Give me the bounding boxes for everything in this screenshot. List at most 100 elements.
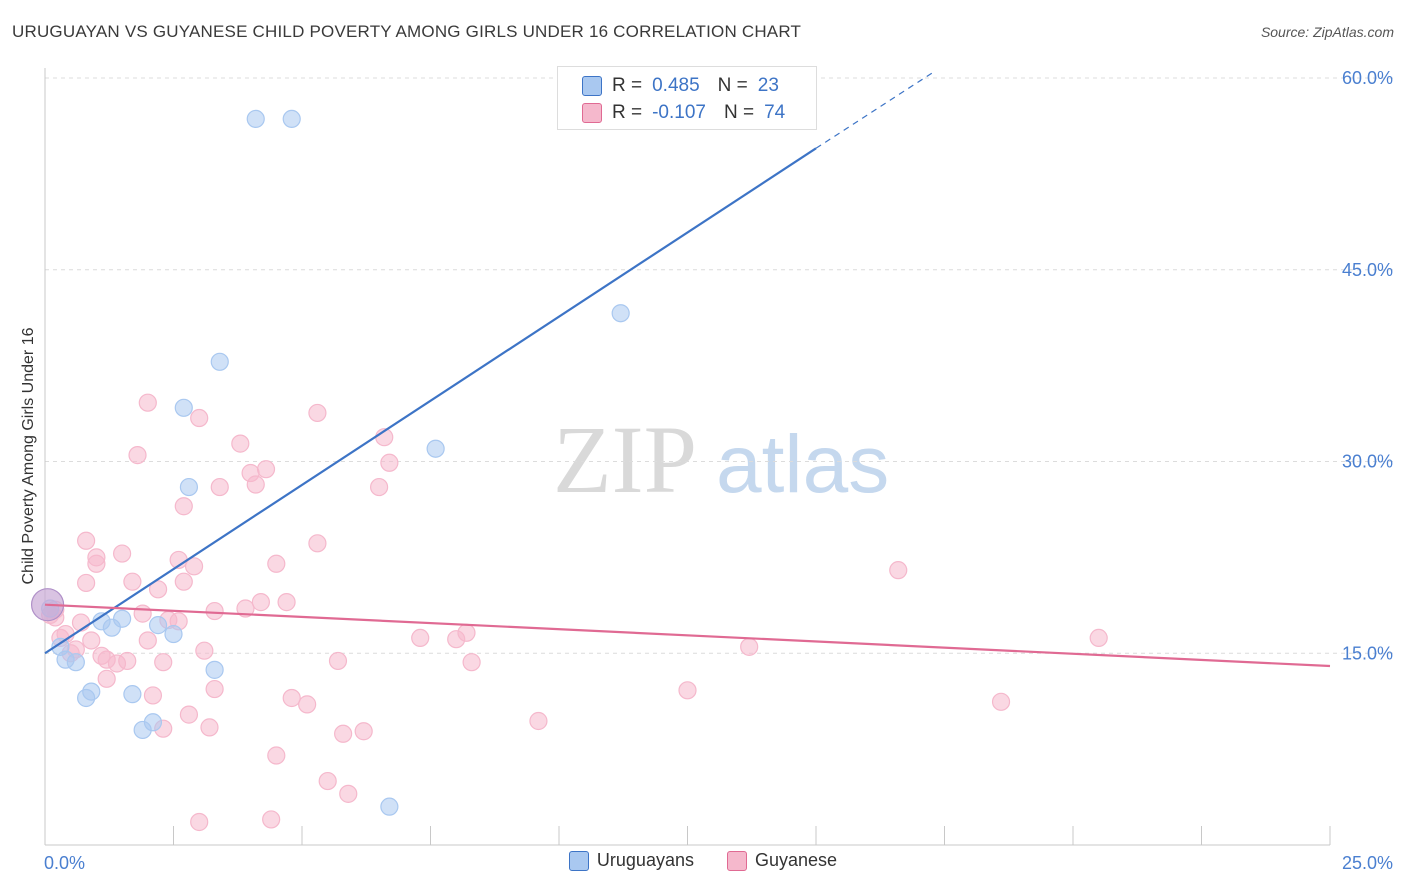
data-point-guyanese xyxy=(251,593,270,612)
n-label: N = xyxy=(723,102,755,123)
data-point-uruguayans xyxy=(205,660,224,679)
data-point-guyanese xyxy=(334,724,353,743)
data-point-uruguayans xyxy=(82,682,101,701)
data-point-uruguayans xyxy=(282,109,301,129)
legend-swatch-guyanese xyxy=(727,850,747,871)
data-point-guyanese xyxy=(195,641,214,660)
data-point-guyanese xyxy=(282,688,301,708)
x-tick-label: 0.0% xyxy=(44,853,85,873)
data-point-guyanese xyxy=(339,784,358,803)
data-point-guyanese xyxy=(154,653,173,672)
data-point-guyanese xyxy=(77,573,96,593)
data-point-guyanese xyxy=(1089,628,1108,648)
data-point-uruguayans xyxy=(380,797,399,816)
data-point-uruguayans xyxy=(143,713,163,732)
data-point-uruguayans xyxy=(123,685,142,704)
y-axis-label: Child Poverty Among Girls Under 16 xyxy=(20,327,37,584)
r-value: 0.485 xyxy=(652,75,700,96)
data-point-guyanese xyxy=(457,623,476,642)
data-point-guyanese xyxy=(97,669,116,688)
data-point-guyanese xyxy=(133,604,152,623)
y-tick-label: 60.0% xyxy=(1342,68,1393,88)
data-points xyxy=(30,109,1108,832)
legend-item-uruguayans[interactable]: Uruguayans xyxy=(568,850,694,871)
source-label: Source: ZipAtlas.com xyxy=(1260,24,1394,40)
n-value: 23 xyxy=(757,75,779,96)
r-label: R = xyxy=(612,75,643,96)
data-point-uruguayans xyxy=(66,653,85,672)
data-point-uruguayans xyxy=(174,398,193,417)
data-point-guyanese xyxy=(354,722,373,741)
data-point-uruguayans xyxy=(148,616,168,635)
watermark: ZIP atlas xyxy=(553,406,889,513)
data-point-uruguayans xyxy=(426,439,445,458)
data-point-guyanese xyxy=(77,531,96,550)
y-tick-label: 45.0% xyxy=(1342,260,1393,280)
data-point-guyanese xyxy=(174,572,193,591)
data-point-guyanese xyxy=(462,653,481,672)
series-legend: Uruguayans Guyanese xyxy=(0,850,1406,876)
data-point-guyanese xyxy=(210,477,229,497)
stats-legend: R = 0.485 N = 23 R = -0.107 N = 74 xyxy=(557,66,817,130)
data-point-uruguayans xyxy=(611,304,630,323)
data-point-uruguayans xyxy=(246,109,265,129)
data-point-guyanese xyxy=(370,477,389,497)
data-point-guyanese xyxy=(92,646,111,665)
r-value: -0.107 xyxy=(652,102,706,123)
legend-swatch-uruguayans xyxy=(568,850,589,871)
data-point-guyanese xyxy=(678,681,697,700)
data-point-guyanese xyxy=(262,810,281,829)
data-point-guyanese xyxy=(87,548,106,567)
watermark-zip: ZIP xyxy=(553,406,697,513)
data-point-guyanese xyxy=(190,408,209,428)
data-point-guyanese xyxy=(328,651,348,671)
chart-title: URUGUAYAN VS GUYANESE CHILD POVERTY AMON… xyxy=(12,22,802,41)
data-point-guyanese xyxy=(889,561,908,580)
y-tick-label: 15.0% xyxy=(1342,643,1393,663)
data-point-guyanese xyxy=(246,475,265,494)
n-label: N = xyxy=(717,75,748,96)
data-point-guyanese xyxy=(236,599,255,618)
grid-lines xyxy=(45,77,1395,654)
data-point-uruguayans xyxy=(210,352,229,371)
data-point-guyanese xyxy=(123,572,142,591)
data-point-guyanese xyxy=(529,711,548,731)
n-value: 74 xyxy=(764,102,786,123)
data-point-guyanese xyxy=(143,686,163,705)
x-tick-label: 25.0% xyxy=(1342,853,1393,873)
stats-swatch-uruguayans xyxy=(582,76,602,96)
r-label: R = xyxy=(612,102,643,123)
data-point-guyanese xyxy=(82,631,101,650)
data-point-uruguayans xyxy=(112,609,132,628)
data-point-guyanese xyxy=(205,679,224,699)
watermark-atlas: atlas xyxy=(716,419,889,510)
trend-lines xyxy=(44,71,1331,668)
data-point-guyanese xyxy=(318,771,337,791)
stats-row-uruguayans: R = 0.485 N = 23 xyxy=(582,73,779,99)
legend-label-uruguayans: Uruguayans xyxy=(596,850,694,870)
data-point-guyanese xyxy=(112,544,132,563)
data-point-guyanese xyxy=(256,460,276,479)
y-tick-labels: 15.0% 30.0% 45.0% 60.0% xyxy=(1342,68,1393,663)
x-tick-labels: 0.0% 25.0% xyxy=(44,853,1393,873)
data-point-guyanese xyxy=(200,718,219,737)
trend-line-uruguayans xyxy=(44,147,817,655)
data-point-guyanese xyxy=(118,651,137,671)
data-point-uruguayans xyxy=(179,477,199,497)
legend-item-guyanese[interactable]: Guyanese xyxy=(727,850,837,871)
data-point-guyanese xyxy=(174,497,193,516)
data-point-guyanese xyxy=(277,593,296,612)
data-point-guyanese xyxy=(308,534,327,553)
trend-line-guyanese xyxy=(44,603,1331,668)
data-point-guyanese xyxy=(205,601,224,621)
data-point-guyanese xyxy=(298,695,317,714)
data-point-guyanese xyxy=(267,554,286,573)
data-point-guyanese xyxy=(190,812,209,832)
data-point-uruguayans xyxy=(164,624,183,644)
data-point-guyanese xyxy=(231,434,250,453)
data-point-guyanese xyxy=(308,403,327,423)
trend-line-uruguayans-extension xyxy=(815,71,935,149)
data-point-guyanese xyxy=(267,746,286,765)
data-point-guyanese xyxy=(148,580,168,599)
